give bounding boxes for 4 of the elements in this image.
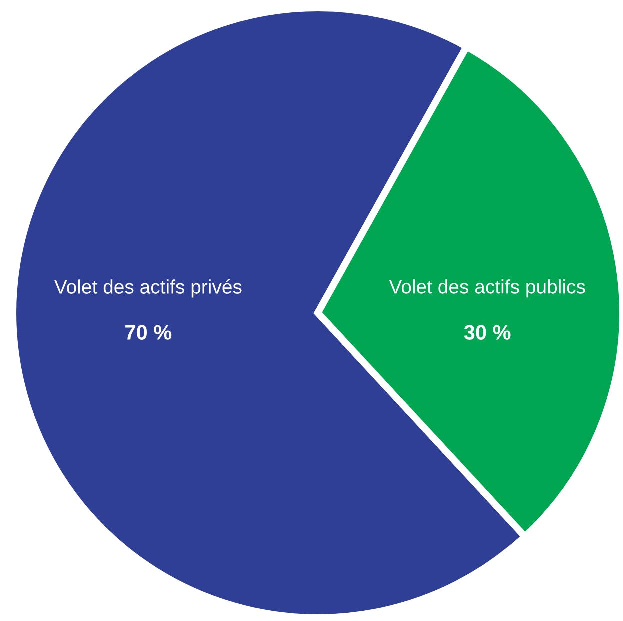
data-label: 70 %	[126, 325, 172, 340]
data-label: 30 %	[464, 325, 511, 340]
slice-label: Volet des actifs privés	[54, 279, 242, 298]
slice-label: Volet des actifs publics	[389, 280, 586, 298]
